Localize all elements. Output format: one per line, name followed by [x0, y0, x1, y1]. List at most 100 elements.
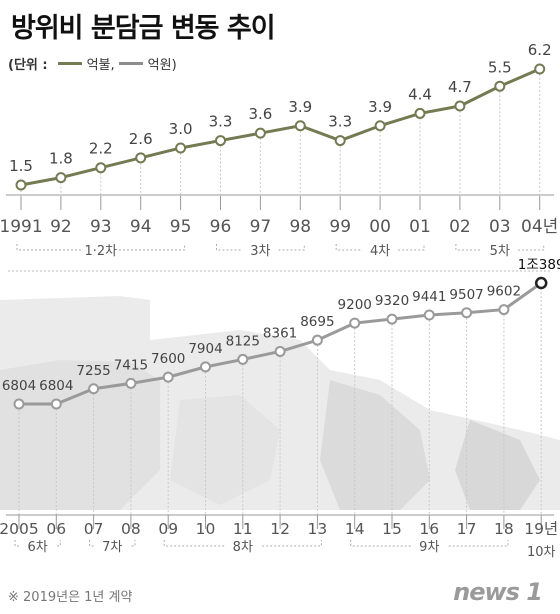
legend-swatch-won	[118, 62, 143, 65]
data-label: 3.3	[328, 113, 352, 131]
data-label: 3.9	[368, 98, 392, 116]
x-tick-label: 12	[270, 520, 290, 538]
news1-logo: news 1	[453, 578, 543, 606]
x-tick-label: 13	[308, 520, 328, 538]
data-point	[254, 127, 266, 139]
x-tick-label: 97	[250, 217, 272, 237]
data-label: 8695	[300, 314, 334, 330]
x-tick-label: 93	[90, 217, 112, 237]
data-point	[311, 334, 323, 346]
data-point	[386, 313, 398, 325]
group-label: 3차	[250, 244, 270, 259]
group-label: 4차	[370, 244, 390, 259]
group-label: 5차	[490, 244, 510, 259]
data-label: 9320	[375, 293, 409, 309]
data-point	[534, 63, 546, 75]
group-label-bg	[362, 242, 399, 258]
x-tick-label: 03	[489, 217, 511, 237]
x-tick-label: 04년	[521, 217, 558, 237]
data-label: 7255	[76, 363, 110, 379]
data-point	[454, 100, 466, 112]
data-point	[334, 135, 346, 147]
footnote: ※ 2019년은 1년 계약	[8, 590, 133, 605]
data-point	[95, 162, 107, 174]
data-point	[50, 398, 62, 410]
data-label: 2.2	[89, 140, 113, 158]
data-label: 9507	[449, 287, 483, 303]
data-label: 7415	[114, 357, 148, 373]
x-tick-label: 09	[158, 520, 178, 538]
data-point	[534, 276, 548, 290]
x-tick-label: 11	[233, 520, 253, 538]
data-label: 3.0	[169, 120, 193, 138]
group-label: 9차	[419, 540, 439, 555]
group-label-bg	[481, 242, 518, 258]
data-label: 7904	[188, 341, 222, 357]
group-label: 10차	[527, 545, 556, 560]
legend-unit: (단위 :	[8, 58, 48, 73]
legend-swatch-dollar	[57, 62, 82, 65]
group-label-bg	[224, 538, 261, 554]
x-tick-label: 16	[419, 520, 439, 538]
data-point	[215, 135, 226, 147]
x-tick-label: 15	[382, 520, 402, 538]
data-label: 3.9	[288, 98, 312, 116]
x-tick-label: 2005	[0, 520, 39, 538]
data-point	[200, 361, 211, 373]
group-label-bg	[411, 538, 448, 554]
data-point	[175, 142, 187, 154]
data-point	[13, 398, 25, 410]
x-tick-label: 14	[345, 520, 365, 538]
group-label: 6차	[28, 540, 48, 555]
x-tick-label: 17	[457, 520, 477, 538]
group-label-bg	[19, 538, 56, 554]
data-label: 3.3	[209, 113, 233, 131]
chart-title: 방위비 분담금 변동 추이	[11, 13, 276, 44]
data-point	[498, 304, 510, 316]
data-label: 4.4	[408, 85, 432, 103]
data-label: 5.5	[488, 58, 512, 76]
x-tick-label: 02	[449, 217, 471, 237]
data-point	[88, 383, 100, 395]
data-point	[423, 309, 435, 321]
data-label: 8361	[263, 325, 297, 341]
x-tick-label: 98	[289, 217, 311, 237]
legend-label-dollar: 억불,	[86, 58, 115, 73]
legend: (단위 : 억불, 억원)	[8, 54, 177, 73]
data-point	[374, 120, 386, 132]
data-label: 9200	[338, 297, 372, 313]
x-tick-label: 00	[369, 217, 391, 237]
data-label: 9602	[487, 284, 521, 300]
data-label: 6804	[39, 378, 73, 394]
x-tick-label: 94	[130, 217, 152, 237]
data-label: 7600	[151, 351, 185, 367]
x-tick-label: 10	[196, 520, 216, 538]
data-point	[349, 317, 361, 329]
background-photo	[0, 296, 560, 510]
group-label: 8차	[233, 540, 253, 555]
data-label: 1.8	[49, 150, 73, 168]
x-tick-label: 95	[170, 217, 192, 237]
data-point	[294, 120, 306, 132]
group-label-bg	[94, 538, 131, 554]
data-label: 1.5	[9, 157, 33, 175]
data-label: 9441	[412, 289, 446, 305]
data-point	[414, 107, 426, 119]
data-label: 4.7	[448, 78, 472, 96]
group-label: 7차	[102, 540, 122, 555]
data-point	[274, 345, 286, 357]
x-tick-label: 19년	[524, 520, 558, 538]
x-tick-label: 07	[84, 520, 104, 538]
data-point	[494, 80, 506, 92]
series-line	[20, 67, 541, 187]
legend-label-won: 억원)	[147, 58, 177, 73]
data-label: 6.2	[528, 41, 552, 59]
data-point	[135, 152, 147, 164]
x-tick-label: 96	[210, 217, 232, 237]
x-tick-label: 06	[46, 520, 66, 538]
group-label: 1·2차	[84, 244, 117, 259]
group-label-bg	[242, 242, 279, 258]
data-point	[237, 353, 249, 365]
